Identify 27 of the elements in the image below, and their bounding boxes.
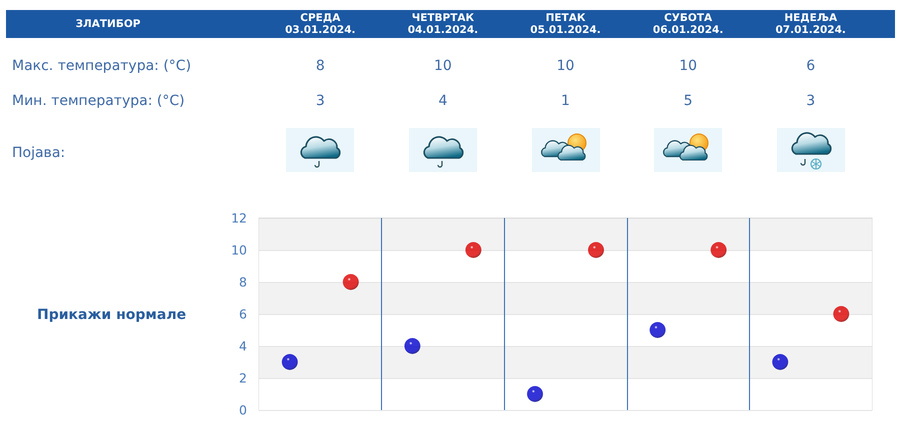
y-tick-label: 6 xyxy=(239,306,248,322)
data-label: 10 xyxy=(679,58,698,74)
data-label: 3 xyxy=(806,93,816,109)
text: ПЕТАК 05.01.2024. xyxy=(530,12,601,36)
data-label: 1 xyxy=(561,93,570,109)
text: СУБОТА 06.01.2024. xyxy=(652,12,724,36)
y-tick-label: 8 xyxy=(239,274,248,290)
data-label: 3 xyxy=(316,93,325,109)
data-label: 10 xyxy=(556,58,574,74)
y-tick-label: 4 xyxy=(239,338,248,354)
data-label: 6 xyxy=(806,58,816,74)
data-label: 8 xyxy=(316,58,325,74)
data-label: 5 xyxy=(684,93,693,109)
text: ЧЕТВРТАК 04.01.2024. xyxy=(408,12,478,36)
text: СРЕДА 03.01.2024. xyxy=(285,12,356,36)
y-tick-label: 2 xyxy=(239,370,247,386)
y-tick-label: 10 xyxy=(231,242,248,258)
text: НЕДЕЉА 07.01.2024. xyxy=(775,12,846,36)
text: ЗЛАТИБОР xyxy=(76,18,141,30)
data-label: 4 xyxy=(438,93,448,109)
y-tick-label: 12 xyxy=(231,210,247,226)
text: Појава: xyxy=(12,145,66,161)
text: Прикажи нормале xyxy=(37,307,186,323)
text: Мин. температура: (°C) xyxy=(12,93,185,109)
y-tick-label: 0 xyxy=(239,402,248,418)
text: Макс. температура: (°C) xyxy=(12,58,192,74)
data-label: 10 xyxy=(434,58,452,74)
